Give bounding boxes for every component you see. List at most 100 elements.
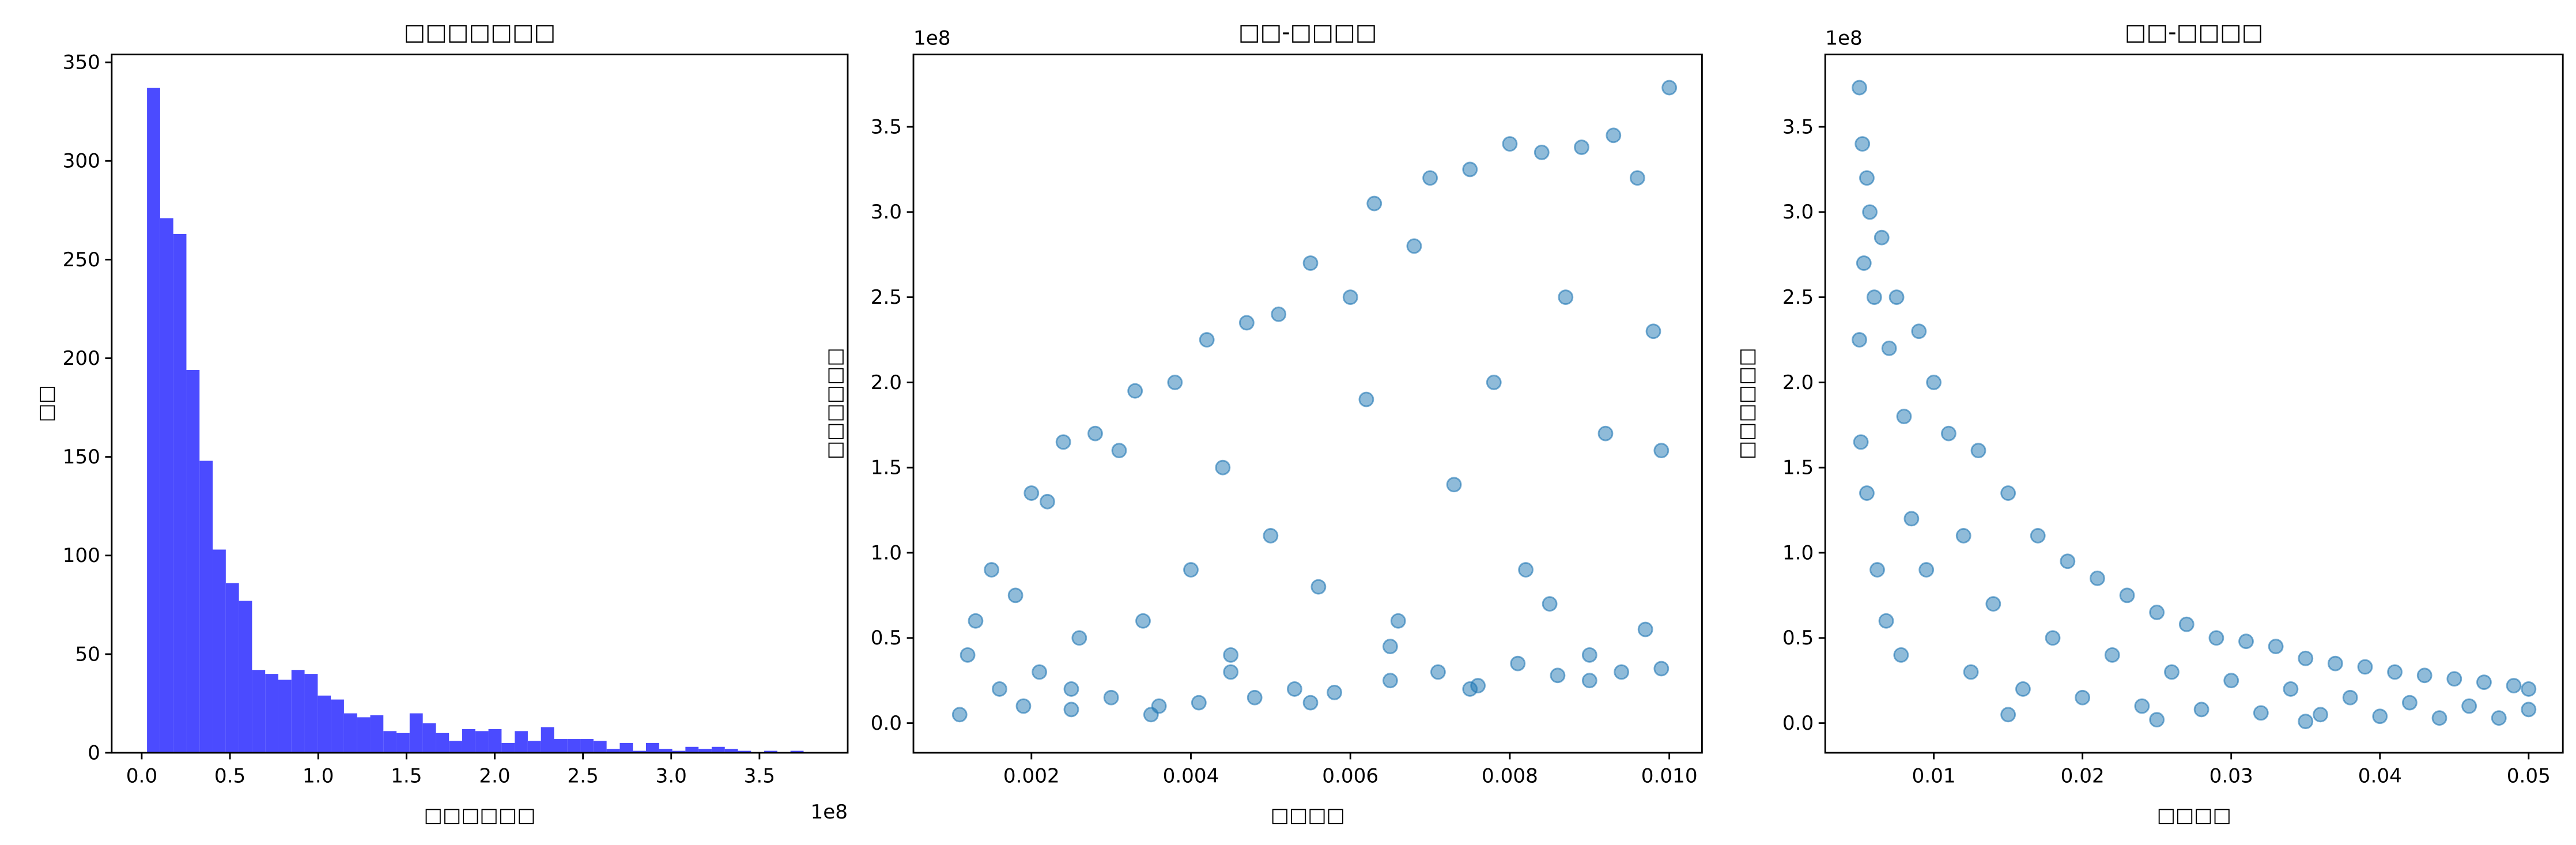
scatter-point <box>1286 681 1302 697</box>
scatter-point <box>1199 332 1215 348</box>
scatter-point <box>1533 144 1550 160</box>
y-axis-label: □□ <box>35 385 58 423</box>
scatter-point <box>2000 485 2016 501</box>
scatter-point <box>1111 443 1127 459</box>
scatter-point <box>2298 714 2314 730</box>
scatter-point <box>1542 596 1558 612</box>
x-tick-label: 0.5 <box>214 764 245 787</box>
scatter-point <box>1661 80 1678 96</box>
x-tick-label: 3.5 <box>744 764 775 787</box>
scatter-point <box>1167 375 1183 390</box>
histogram-bar <box>409 713 423 753</box>
scatter-point <box>1510 655 1526 672</box>
y-tick-label: 3.5 <box>1782 115 1814 138</box>
scatter-point <box>2193 701 2209 718</box>
scatter-point <box>1191 695 1207 711</box>
scatter-point <box>1859 485 1875 501</box>
scatter-point <box>1462 161 1478 178</box>
scatter-point <box>1859 170 1875 186</box>
histogram-bar <box>147 88 160 753</box>
scatter-point <box>1406 238 1422 254</box>
x-tick-label: 0.0 <box>126 764 157 787</box>
histogram-bar <box>291 670 305 753</box>
scatter-point <box>1055 434 1071 450</box>
scatter-point <box>951 707 968 723</box>
y-tick-label: 0.0 <box>1782 712 1814 735</box>
scatter-point <box>968 613 984 629</box>
scatter-point <box>1390 613 1406 629</box>
scatter-point <box>1383 639 1398 654</box>
histogram-bar <box>790 750 804 753</box>
scatter-point <box>1327 684 1342 700</box>
scatter-point <box>1143 707 1159 723</box>
y-tick-label: 0 <box>88 741 100 764</box>
y-tick-label: 1.5 <box>871 457 902 480</box>
y-tick-label: 2.5 <box>1782 286 1814 309</box>
scatter-point <box>1896 409 1912 424</box>
scatter-point <box>2208 630 2224 646</box>
scatter-point <box>1574 139 1589 155</box>
scatter-point <box>2015 681 2031 697</box>
scatter-point <box>1215 459 1231 476</box>
scatter-point <box>1866 289 1882 305</box>
histogram-bar <box>606 749 620 753</box>
scatter-point <box>1926 375 1942 390</box>
histogram-bar <box>685 746 699 753</box>
y-tick-label: 3.5 <box>871 115 902 138</box>
histogram-bar <box>422 723 436 753</box>
scatter-point <box>1342 289 1358 305</box>
scatter-point <box>1903 511 1920 527</box>
y-tick-label: 250 <box>63 248 100 271</box>
scatter-point <box>2238 633 2254 650</box>
scatter-point <box>1238 315 1255 331</box>
scatter-point <box>1383 673 1398 689</box>
scatter-point <box>1637 621 1653 637</box>
scatter-point <box>2075 689 2091 706</box>
chart-title: □□-□□□□ <box>2125 19 2264 46</box>
scatter-point <box>1881 340 1897 356</box>
scatter-point <box>1869 562 1885 578</box>
scatter-point <box>1856 255 1872 271</box>
scatter-point <box>2506 678 2522 693</box>
scatter-point <box>1645 323 1661 339</box>
scatter-point <box>1103 689 1119 706</box>
histogram-bar <box>659 749 673 753</box>
scatter-point <box>1550 667 1566 684</box>
chart-title: □□□□□□□ <box>403 19 556 46</box>
scatter-point <box>1878 613 1894 629</box>
x-tick-label: 0.004 <box>1163 764 1219 787</box>
scatter-point <box>1358 391 1374 408</box>
scatter-point <box>1302 255 1319 271</box>
scatter-point <box>2446 671 2462 687</box>
scatter-point <box>2134 698 2150 714</box>
scatter-point <box>2342 689 2358 706</box>
scatter-point <box>1918 562 1935 578</box>
scatter-point <box>2060 553 2076 569</box>
x-tick-label: 2.0 <box>479 764 510 787</box>
histogram-bar <box>515 731 528 753</box>
y-axis-label: □□□□□□ <box>1735 348 1758 459</box>
y-tick-label: 2.0 <box>1782 371 1814 394</box>
y-tick-label: 0.0 <box>871 712 902 735</box>
scatter-point <box>2149 712 2165 728</box>
x-tick-label: 0.010 <box>1641 764 1698 787</box>
scatter-point <box>2223 673 2239 689</box>
histogram-bar <box>239 601 252 753</box>
axes-frame <box>1824 54 2564 754</box>
y-tick-label: 150 <box>63 446 100 469</box>
x-axis-label: □□□□ <box>1271 804 1345 827</box>
y-tick-label: 300 <box>63 150 100 173</box>
x-tick-label: 0.04 <box>2358 764 2402 787</box>
scatter-point <box>1247 689 1263 706</box>
y-tick-label: 1.0 <box>871 541 902 564</box>
scatter-point <box>1852 332 1867 348</box>
histogram-bar <box>554 739 568 753</box>
scatter-point <box>1893 647 1909 663</box>
scatter-point <box>1366 195 1383 212</box>
scatter-point <box>1963 664 1979 680</box>
histogram-bar <box>199 461 213 753</box>
x-tick-label: 0.008 <box>1482 764 1538 787</box>
y-tick-label: 1.5 <box>1782 457 1814 480</box>
histogram-bar <box>620 742 633 753</box>
